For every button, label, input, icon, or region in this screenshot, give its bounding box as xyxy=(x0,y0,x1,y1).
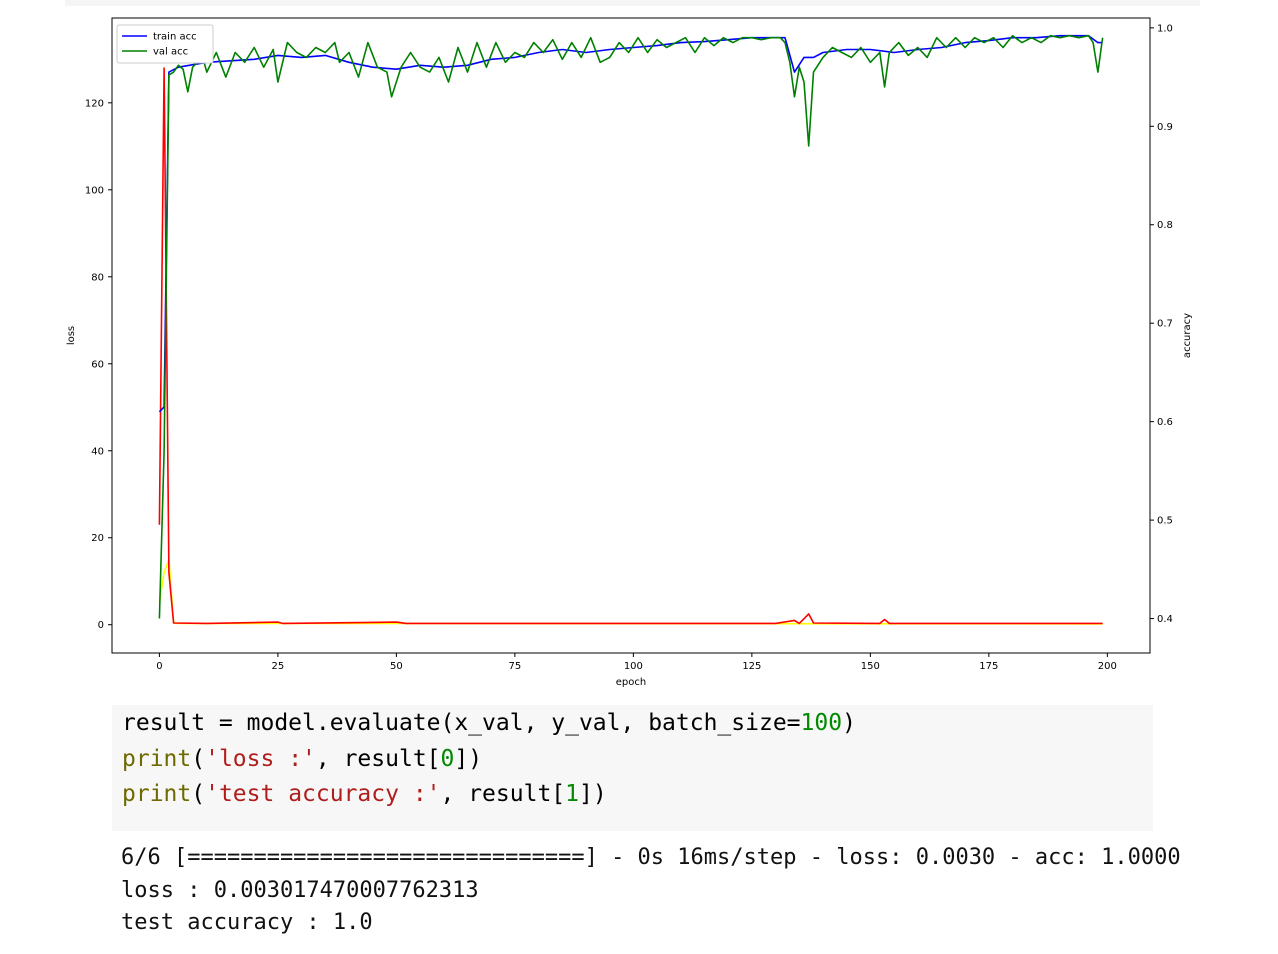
y-left-tick-label: 100 xyxy=(85,185,104,196)
series-line-train-acc xyxy=(158,34,1103,413)
y-left-tick-label: 80 xyxy=(91,272,104,283)
y-right-tick-label: 0.9 xyxy=(1157,122,1173,133)
code-line-3: print('test accuracy :', result[1]) xyxy=(122,781,607,807)
code-line-2: print('loss :', result[0]) xyxy=(122,746,482,772)
code-number: 0 xyxy=(440,746,455,772)
output-accuracy-line: test accuracy : 1.0 xyxy=(121,910,373,935)
code-string: 'test accuracy :' xyxy=(205,781,441,807)
x-tick-label: 0 xyxy=(156,661,162,672)
output-loss-line: loss : 0.003017470007762313 xyxy=(121,878,479,903)
y-left-tick-label: 20 xyxy=(91,533,104,544)
code-token: ( xyxy=(191,781,206,807)
code-token: ]) xyxy=(579,781,607,807)
output-progress-line: 6/6 [==============================] - 0… xyxy=(121,845,1181,870)
y-left-tick-label: 120 xyxy=(85,98,104,109)
code-builtin: print xyxy=(122,746,192,772)
y-right-tick-label: 0.7 xyxy=(1157,319,1173,330)
y-right-tick-label: 1.0 xyxy=(1157,23,1173,34)
plot-area: 0 25 50 75 100 125 150 175 200 0 20 40 60 80 100 120 0.4… xyxy=(66,17,1193,688)
x-tick-label: 125 xyxy=(742,661,761,672)
y-right-tick-label: 0.5 xyxy=(1157,516,1173,527)
code-token: , result[ xyxy=(315,746,441,772)
x-tick-label: 50 xyxy=(390,661,403,672)
x-axis-label: epoch xyxy=(616,677,646,688)
series-line-val-acc xyxy=(158,34,1104,619)
y-right-tick-label: 0.8 xyxy=(1157,220,1173,231)
code-token: result = model.evaluate(x_val, y_val, ba… xyxy=(122,710,801,736)
code-number: 1 xyxy=(565,781,579,807)
y-left-tick-label: 40 xyxy=(91,446,104,457)
x-tick-label: 175 xyxy=(979,661,998,672)
legend-label: val acc xyxy=(153,47,188,58)
previous-output-strip xyxy=(65,0,1200,6)
x-tick-label: 100 xyxy=(624,661,643,672)
code-builtin: print xyxy=(122,781,192,807)
code-line-1: result = model.evaluate(x_val, y_val, ba… xyxy=(122,710,856,736)
y-right-tick-label: 0.6 xyxy=(1157,417,1173,428)
code-token: , result[ xyxy=(440,781,566,807)
x-tick-label: 200 xyxy=(1098,661,1117,672)
code-string: 'loss :' xyxy=(205,746,316,772)
x-tick-label: 25 xyxy=(272,661,285,672)
series-line-val_loss xyxy=(158,67,1103,625)
y-left-tick-label: 60 xyxy=(91,359,104,370)
legend-label: train acc xyxy=(153,32,197,43)
code-token: ) xyxy=(842,710,856,736)
code-token: ]) xyxy=(454,746,483,772)
x-tick-label: 150 xyxy=(861,661,880,672)
code-cell[interactable]: result = model.evaluate(x_val, y_val, ba… xyxy=(112,705,1153,831)
training-history-chart: 0 25 50 75 100 125 150 175 200 0 20 40 60 80 100 120 0.4… xyxy=(66,17,1193,688)
y-left-tick-label: 0 xyxy=(98,620,104,631)
legend-box xyxy=(116,24,214,64)
code-number: 100 xyxy=(800,710,843,736)
y-left-axis-label: loss xyxy=(66,326,77,345)
code-token: ( xyxy=(191,746,206,772)
x-tick-label: 75 xyxy=(509,661,522,672)
y-right-axis-label: accuracy xyxy=(1182,313,1193,358)
axes-frame xyxy=(111,17,1151,654)
y-right-tick-label: 0.4 xyxy=(1157,614,1173,625)
